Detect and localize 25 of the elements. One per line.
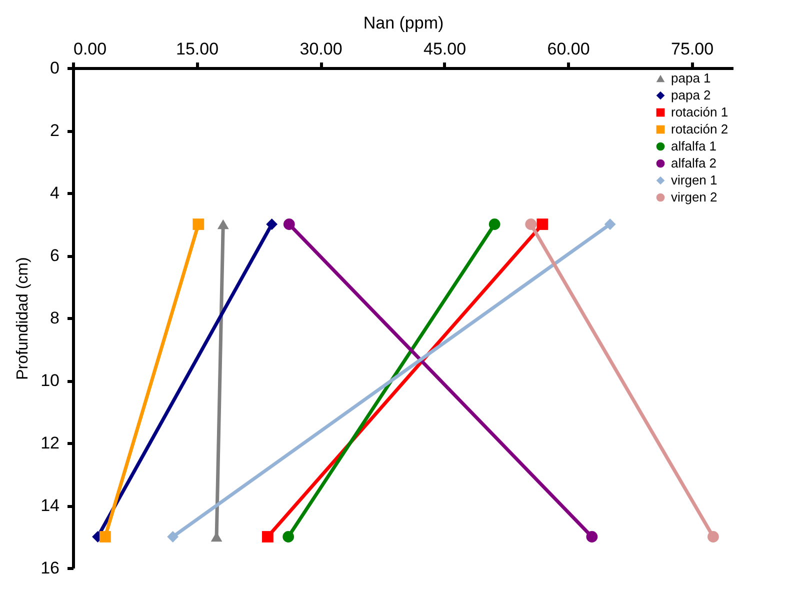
x-tick-label: 45.00 (423, 40, 466, 58)
legend-label: virgen 2 (671, 190, 718, 204)
y-tick-label: 6 (50, 246, 60, 265)
x-tick-label: 30.00 (300, 40, 342, 58)
x-axis-title: Nan (ppm) (363, 14, 444, 32)
y-tick-label: 12 (40, 434, 60, 452)
y-tick-label: 10 (40, 371, 60, 390)
x-tick-label: 60.00 (547, 40, 590, 58)
x-tick-label: 75.00 (670, 40, 714, 58)
y-tick-label: 2 (50, 121, 60, 140)
y-tick-label: 4 (50, 184, 60, 202)
legend-label: papa 2 (671, 88, 711, 102)
y-axis-title: Profundidad (cm) (14, 257, 32, 380)
y-tick-label: 0 (50, 58, 60, 78)
x-tick-label: 0.00 (74, 40, 107, 58)
legend-label: rotación 2 (671, 122, 728, 136)
legend-label: alfalfa 2 (671, 156, 717, 170)
y-tick-label: 14 (40, 496, 60, 515)
legend-label: alfalfa 1 (671, 138, 717, 154)
y-tick-label: 8 (50, 308, 60, 328)
y-tick-label: 16 (40, 558, 60, 578)
x-tick-label: 15.00 (176, 40, 219, 58)
legend-label: rotación 1 (671, 104, 728, 120)
legend-label: virgen 1 (671, 172, 718, 188)
legend-label: papa 1 (671, 70, 711, 86)
